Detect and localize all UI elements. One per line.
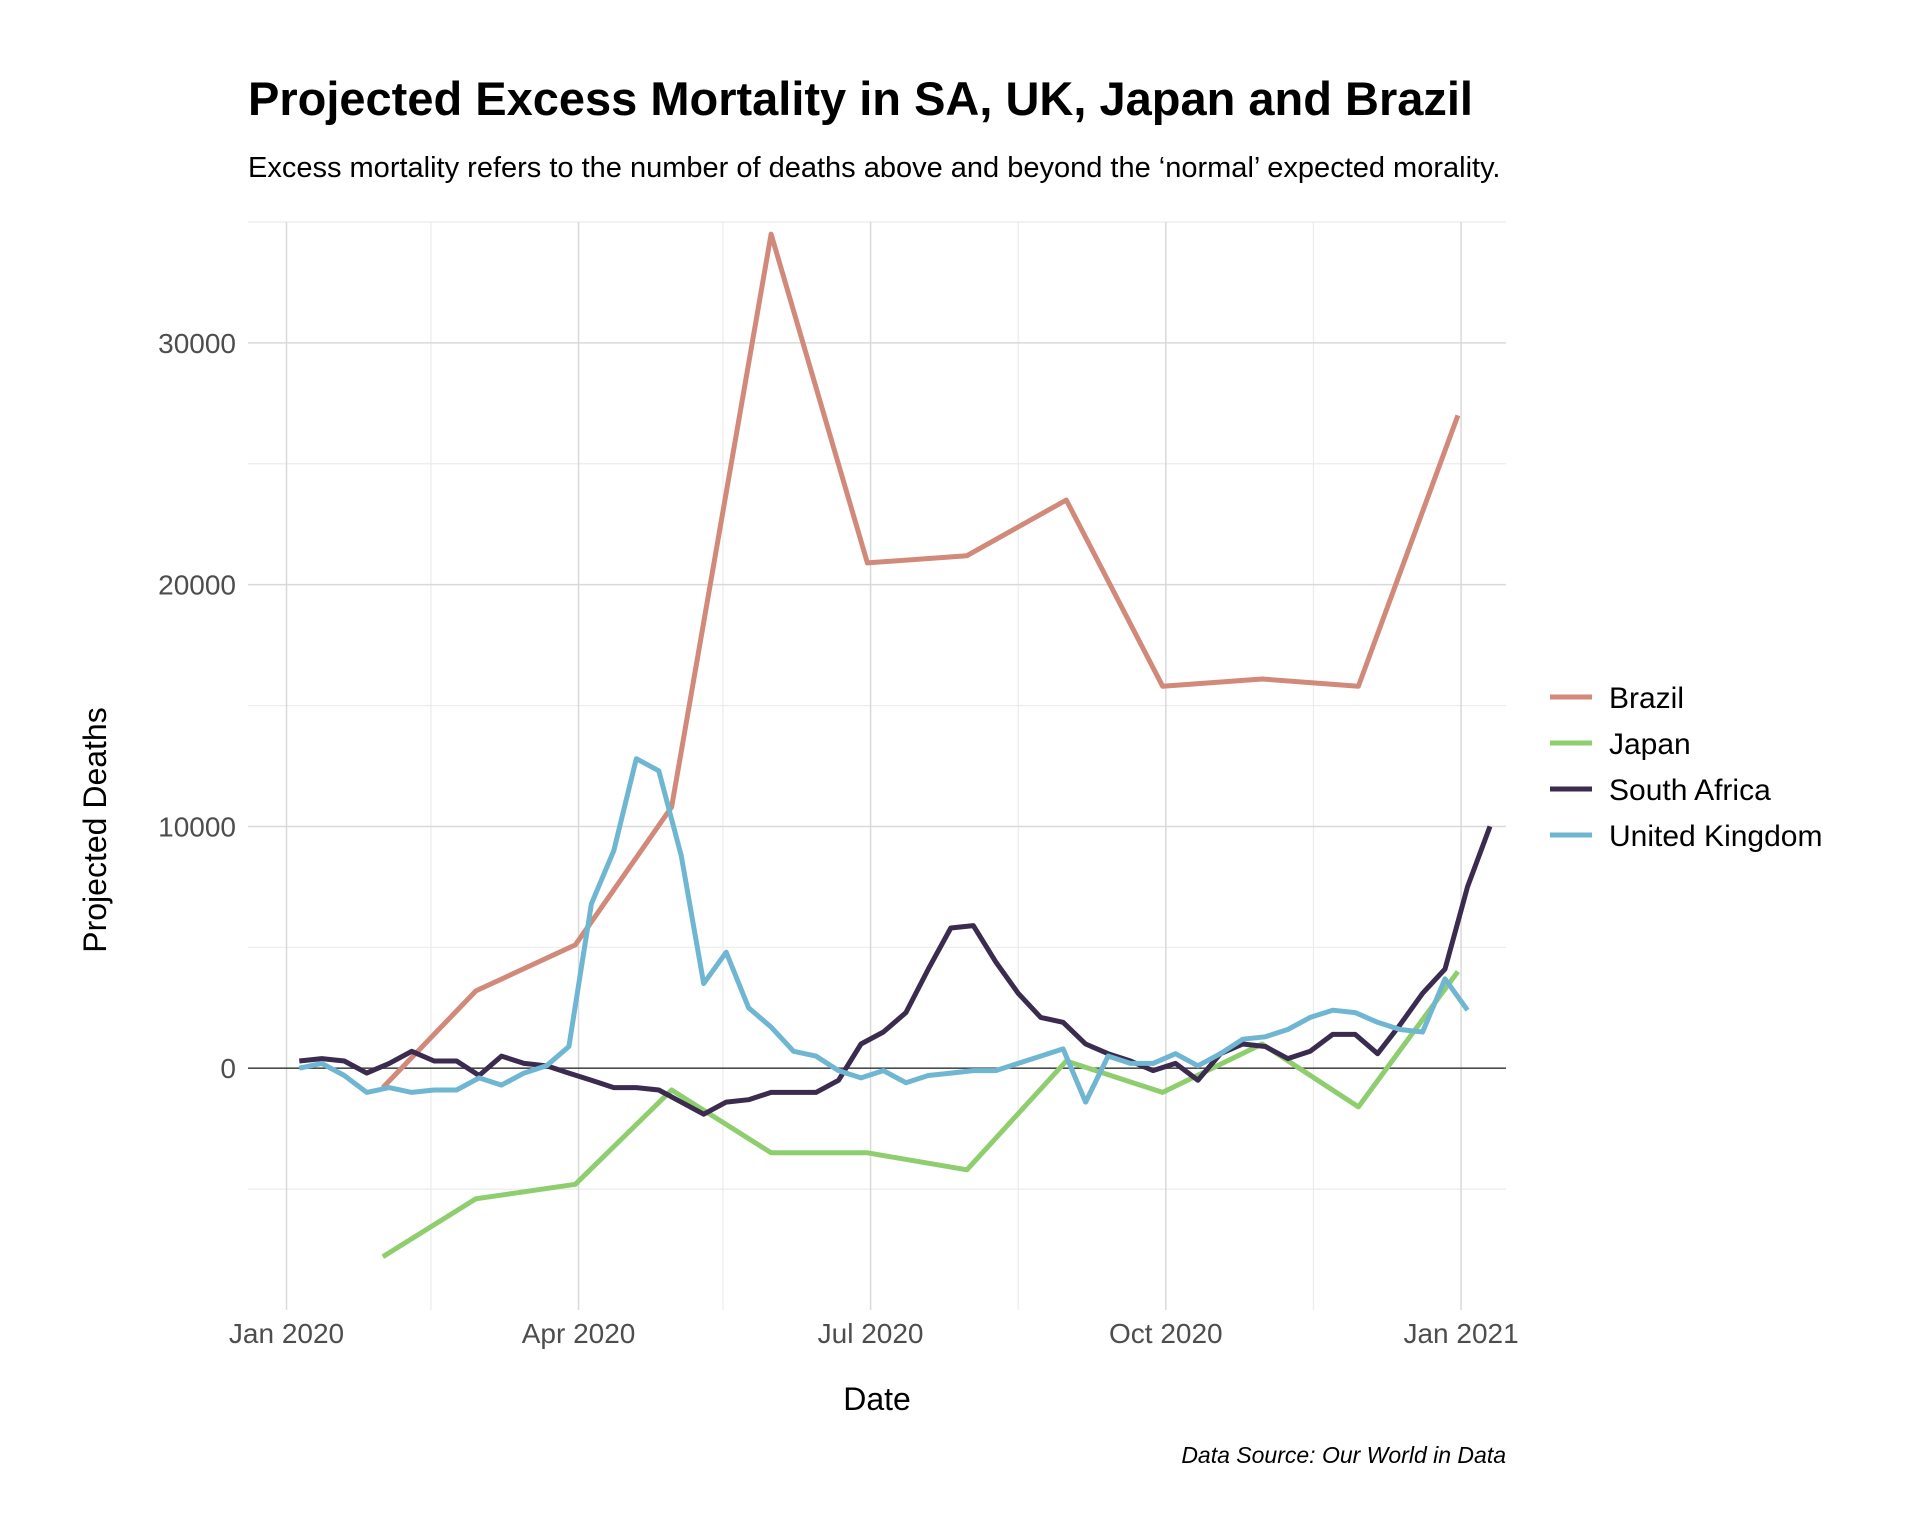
legend-label-united-kingdom: United Kingdom [1609, 820, 1822, 853]
x-axis-title: Date [843, 1381, 911, 1417]
x-tick-label: Apr 2020 [522, 1318, 636, 1349]
legend: Brazil Japan South Africa United Kingdom [1550, 682, 1822, 853]
y-axis-ticks: 0 10000 20000 30000 [158, 328, 236, 1084]
legend-label-japan: Japan [1609, 728, 1691, 761]
y-tick-label: 10000 [158, 811, 236, 842]
series-line-united-kingdom [298, 756, 1470, 1105]
chart-caption: Data Source: Our World in Data [1181, 1442, 1506, 1468]
y-tick-label: 30000 [158, 328, 236, 359]
y-axis-title: Projected Deaths [77, 707, 113, 952]
x-tick-label: Jan 2020 [229, 1318, 344, 1349]
x-tick-label: Oct 2020 [1109, 1318, 1223, 1349]
x-tick-label: Jul 2020 [818, 1318, 924, 1349]
gridlines [248, 221, 1506, 1310]
legend-label-brazil: Brazil [1609, 682, 1684, 715]
y-tick-label: 20000 [158, 570, 236, 601]
legend-label-south-africa: South Africa [1609, 774, 1771, 807]
x-axis-ticks: Jan 2020 Apr 2020 Jul 2020 Oct 2020 Jan 2021 [229, 1318, 1519, 1349]
series-line-japan [381, 970, 1460, 1259]
series-line-brazil [380, 231, 1461, 1090]
x-tick-label: Jan 2021 [1403, 1318, 1518, 1349]
plot-series [298, 231, 1493, 1259]
series-line-south-africa [299, 825, 1493, 1117]
chart-title: Projected Excess Mortality in SA, UK, Ja… [248, 72, 1473, 125]
y-tick-label: 0 [220, 1053, 236, 1084]
chart-subtitle: Excess mortality refers to the number of… [248, 152, 1500, 184]
